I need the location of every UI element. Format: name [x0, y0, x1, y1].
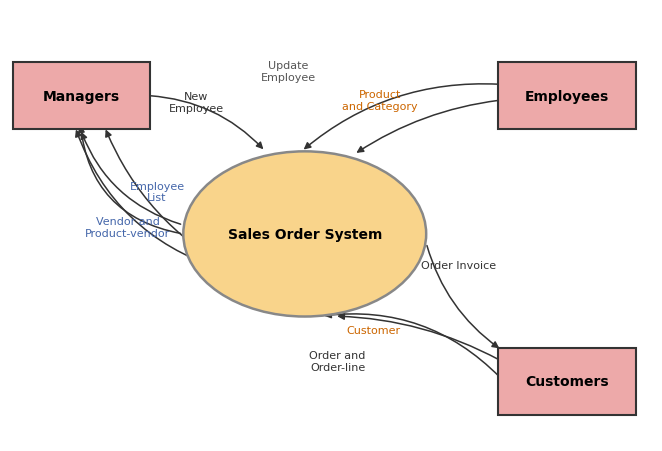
Text: Order and
Order-line: Order and Order-line	[309, 350, 365, 372]
FancyArrowPatch shape	[427, 246, 498, 348]
Text: Managers: Managers	[43, 89, 120, 103]
Text: Employees: Employees	[525, 89, 610, 103]
FancyArrowPatch shape	[357, 101, 499, 152]
FancyArrowPatch shape	[106, 132, 234, 271]
Text: Order Invoice: Order Invoice	[422, 261, 496, 271]
FancyArrowPatch shape	[79, 128, 181, 234]
Text: Vendor and
Product-vendor: Vendor and Product-vendor	[85, 217, 170, 239]
FancyBboxPatch shape	[498, 63, 636, 130]
FancyArrowPatch shape	[305, 85, 499, 149]
Text: Product
and Category: Product and Category	[342, 90, 418, 111]
Text: New
Employee: New Employee	[169, 92, 224, 114]
FancyArrowPatch shape	[339, 314, 499, 360]
FancyArrowPatch shape	[150, 97, 262, 149]
Text: Update
Employee: Update Employee	[261, 61, 316, 83]
Ellipse shape	[183, 152, 426, 317]
FancyArrowPatch shape	[326, 313, 500, 377]
Text: Customers: Customers	[526, 374, 609, 388]
Text: Employee
List: Employee List	[130, 181, 185, 203]
Text: Customer: Customer	[347, 325, 401, 335]
FancyBboxPatch shape	[498, 348, 636, 415]
FancyArrowPatch shape	[75, 132, 220, 269]
FancyArrowPatch shape	[81, 134, 181, 225]
Text: Sales Order System: Sales Order System	[228, 227, 382, 241]
FancyBboxPatch shape	[13, 63, 150, 130]
